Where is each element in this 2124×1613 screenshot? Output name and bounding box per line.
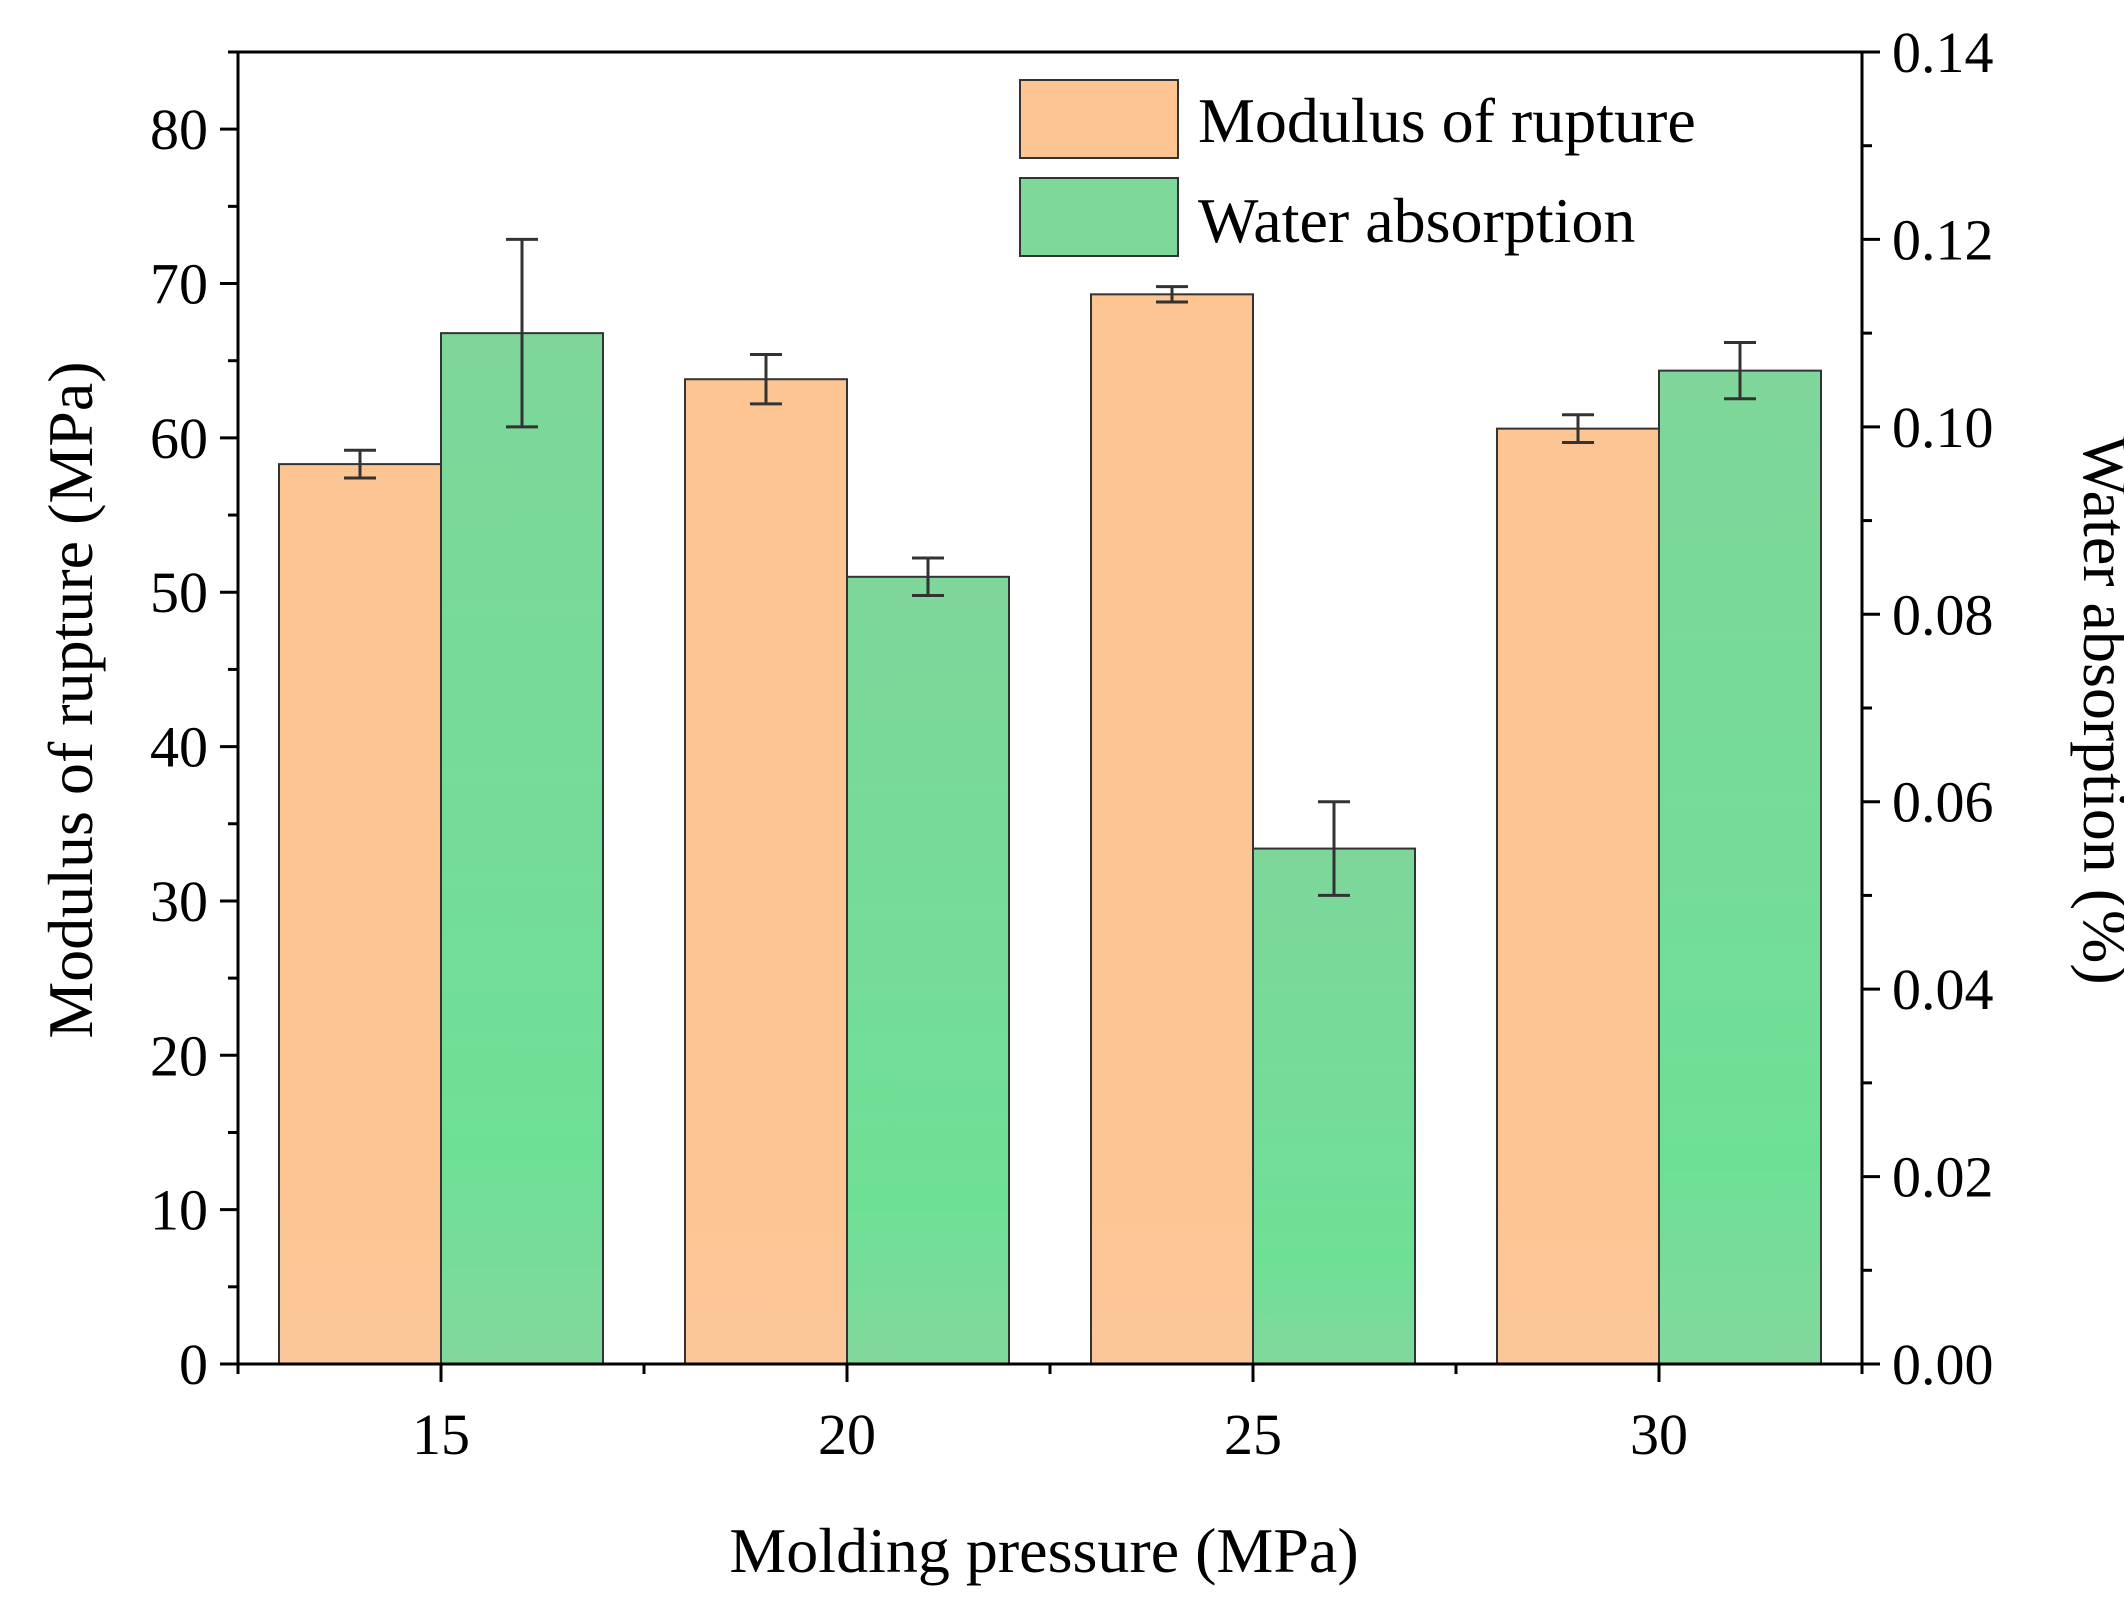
error-bar-modulus-20 — [750, 353, 782, 406]
legend-swatch-modulus — [1019, 79, 1179, 159]
y-tick-label-50: 50 — [150, 560, 208, 625]
error-bars-layer — [344, 237, 1756, 897]
y-tick-label-10: 10 — [150, 1178, 208, 1243]
y-tick-label-80: 80 — [150, 97, 208, 162]
x-tick-label-30: 30 — [1630, 1402, 1688, 1467]
y2-tick-label-0.08: 0.08 — [1892, 582, 1994, 647]
x-tick-label-20: 20 — [818, 1402, 876, 1467]
bar-water-30 — [1658, 369, 1822, 1365]
error-bar-modulus-15 — [344, 448, 376, 480]
bar-water-15 — [440, 332, 604, 1366]
y-tick-label-60: 60 — [150, 406, 208, 471]
y2-tick-label-0.02: 0.02 — [1892, 1145, 1994, 1210]
bar-water-20 — [846, 575, 1010, 1365]
y-tick-label-0: 0 — [179, 1332, 208, 1397]
error-bar-modulus-25 — [1156, 285, 1188, 304]
y2-tick-label-0.10: 0.10 — [1892, 395, 1994, 460]
ticks-layer — [220, 50, 1880, 1382]
error-bar-water-25 — [1318, 800, 1350, 897]
bar-modulus-25 — [1090, 293, 1254, 1365]
legend-label-water: Water absorption — [1198, 185, 1635, 256]
y2-tick-label-0.00: 0.00 — [1892, 1332, 1994, 1397]
error-bar-water-20 — [912, 556, 944, 598]
bar-modulus-30 — [1496, 427, 1660, 1366]
legend-swatch-water — [1019, 177, 1179, 257]
error-bar-modulus-30 — [1562, 413, 1594, 445]
labels-layer: 15 20 25 30 0 10 20 30 40 50 60 70 80 0.00 0.02 0.04 0.0… — [150, 20, 1994, 1467]
y2-tick-label-0.12: 0.12 — [1892, 207, 1994, 272]
y2-tick-label-0.04: 0.04 — [1892, 957, 1994, 1022]
error-bar-water-15 — [506, 237, 538, 429]
bars-layer — [278, 293, 1822, 1366]
y2-tick-label-0.06: 0.06 — [1892, 770, 1994, 835]
bar-modulus-15 — [278, 463, 442, 1365]
legend: Modulus of rupture Water absorption — [1019, 79, 1696, 257]
x-tick-label-15: 15 — [412, 1402, 470, 1467]
y2-tick-label-0.14: 0.14 — [1892, 20, 1994, 85]
y-axis-title: Modulus of rupture (MPa) — [35, 361, 106, 1038]
y-tick-label-40: 40 — [150, 715, 208, 780]
x-axis-title: Molding pressure (MPa) — [729, 1515, 1358, 1586]
legend-label-modulus: Modulus of rupture — [1198, 85, 1696, 156]
y2-axis-title: Water absorption (%) — [2070, 435, 2124, 984]
y-tick-label-30: 30 — [150, 869, 208, 934]
bar-water-25 — [1252, 847, 1416, 1365]
x-tick-label-25: 25 — [1224, 1402, 1282, 1467]
error-bar-water-30 — [1724, 341, 1756, 401]
y-tick-label-20: 20 — [150, 1023, 208, 1088]
bar-modulus-20 — [684, 378, 848, 1366]
y-tick-label-70: 70 — [150, 252, 208, 317]
